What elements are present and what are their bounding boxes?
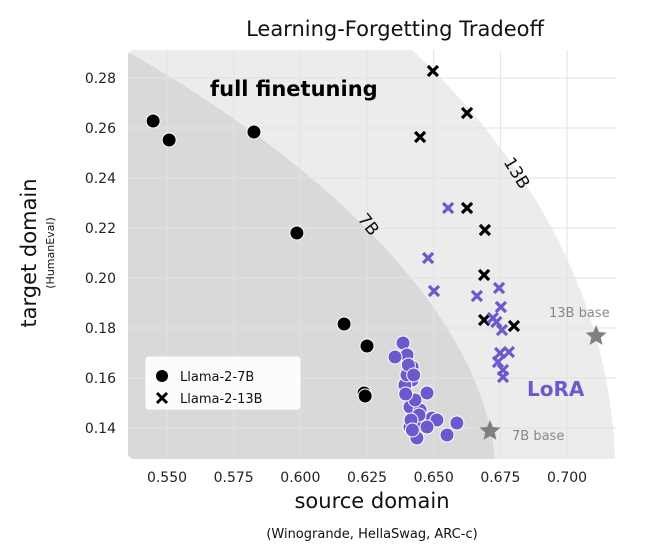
data-point-x [507, 319, 521, 333]
data-point-x [477, 313, 491, 327]
data-point-x [502, 345, 516, 359]
data-point-circle [449, 415, 465, 431]
x-tick-label: 0.600 [280, 470, 320, 486]
data-point-x [421, 251, 435, 265]
data-point-circle [357, 388, 373, 404]
x-axis-label: source domain [294, 489, 449, 513]
lora-label: LoRA [527, 377, 585, 401]
x-tick-label: 0.550 [147, 470, 187, 486]
legend: Llama-2-7B Llama-2-13B [144, 355, 302, 411]
y-axis-sublabel: (HumanEval) [44, 217, 57, 289]
data-point-circle [359, 338, 375, 354]
y-axis-label: target domain [17, 178, 41, 327]
x-tick-label: 0.650 [414, 470, 454, 486]
data-point-x [413, 130, 427, 144]
data-point-x [495, 323, 509, 337]
x-tick-label: 0.575 [214, 470, 254, 486]
base-7b-label: 7B base [512, 429, 564, 444]
data-point-x [427, 284, 441, 298]
base-star-icon [585, 325, 607, 345]
legend-entry-7b: Llama-2-7B [180, 370, 254, 385]
x-tick-label: 0.700 [547, 470, 587, 486]
data-point-circle [246, 124, 262, 140]
series-3 [421, 201, 516, 384]
full-finetuning-label: full finetuning [210, 77, 378, 101]
data-point-x [491, 355, 505, 369]
y-tick-label: 0.16 [85, 371, 116, 387]
data-point-circle [161, 132, 177, 148]
data-point-x [441, 201, 455, 215]
axis-ticks: 0.550 0.575 0.600 0.625 0.650 0.675 0.700 0.28 0… [85, 71, 587, 486]
data-point-x [460, 106, 474, 120]
legend-x-icon [155, 391, 169, 405]
data-point-circle [419, 419, 435, 435]
data-point-circle [289, 225, 305, 241]
data-point-circle [398, 386, 414, 402]
x-tick-label: 0.675 [480, 470, 520, 486]
chart-title: Learning-Forgetting Tradeoff [246, 17, 544, 41]
legend-circle-icon [156, 370, 168, 382]
legend-entry-13b: Llama-2-13B [180, 392, 263, 407]
data-marks [145, 64, 607, 446]
legend-box [144, 355, 302, 411]
y-tick-label: 0.20 [85, 271, 116, 287]
data-point-circle [404, 422, 420, 438]
data-point-circle [439, 427, 455, 443]
data-point-x [477, 268, 491, 282]
base-star-icon [479, 420, 501, 440]
data-point-circle [387, 349, 403, 365]
series-4 [479, 325, 607, 440]
data-point-x [426, 64, 440, 78]
data-point-x [494, 300, 508, 314]
y-tick-label: 0.22 [85, 221, 116, 237]
series-0 [145, 113, 375, 404]
data-point-x [460, 201, 474, 215]
data-point-circle [419, 385, 435, 401]
series-2 [387, 335, 465, 446]
data-point-circle [406, 367, 422, 383]
data-point-x [478, 223, 492, 237]
series-1 [413, 64, 521, 333]
y-tick-label: 0.24 [85, 171, 116, 187]
y-tick-label: 0.18 [85, 321, 116, 337]
y-tick-label: 0.26 [85, 121, 116, 137]
base-13b-label: 13B base [549, 306, 610, 321]
x-axis-sublabel: (Winogrande, HellaSwag, ARC-c) [266, 527, 477, 542]
data-point-circle [336, 316, 352, 332]
y-tick-label: 0.28 [85, 71, 116, 87]
data-point-x [490, 315, 503, 329]
data-point-x [496, 370, 510, 384]
x-tick-label: 0.625 [347, 470, 387, 486]
data-point-circle [145, 113, 161, 129]
data-point-x [470, 289, 484, 303]
data-point-x [492, 281, 506, 295]
y-tick-label: 0.14 [85, 421, 116, 437]
grid [128, 50, 617, 459]
